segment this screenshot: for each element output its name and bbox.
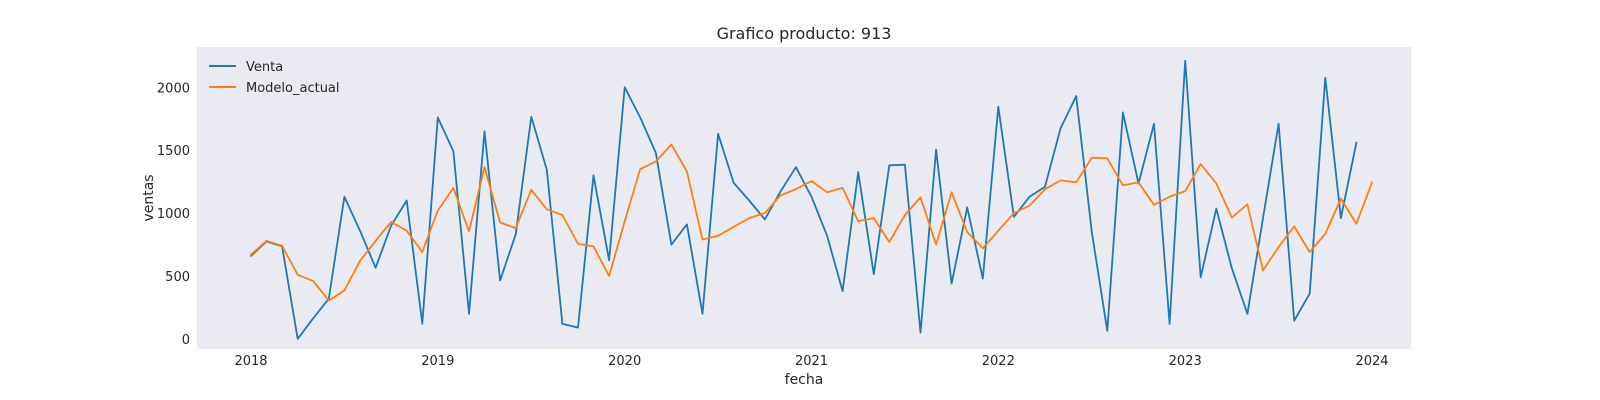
y-tick-label: 1000 xyxy=(157,207,190,222)
series-line-venta xyxy=(250,59,1358,340)
x-axis-label: fecha xyxy=(785,372,824,388)
y-tick-label: 0 xyxy=(182,333,190,348)
x-tick-label: 2021 xyxy=(795,354,828,369)
x-tick-label: 2020 xyxy=(608,354,641,369)
legend-label: Modelo_actual xyxy=(246,81,340,96)
y-tick-label: 2000 xyxy=(157,81,190,96)
x-tick-label: 2022 xyxy=(982,354,1015,369)
y-axis-label: ventas xyxy=(141,174,157,221)
y-tick-label: 1500 xyxy=(157,144,190,159)
y-axis-ticks: 0 500 1000 1500 2000 xyxy=(157,81,190,348)
series-layer xyxy=(250,59,1373,340)
y-tick-label: 500 xyxy=(165,270,190,285)
legend-label: Venta xyxy=(246,60,283,75)
x-tick-label: 2018 xyxy=(234,354,267,369)
plot-area xyxy=(197,47,1411,349)
legend: Venta Modelo_actual xyxy=(209,60,340,96)
x-tick-label: 2019 xyxy=(421,354,454,369)
x-tick-label: 2024 xyxy=(1355,354,1388,369)
x-tick-label: 2023 xyxy=(1169,354,1202,369)
chart-title: Grafico producto: 913 xyxy=(717,24,892,43)
series-line-modelo-actual xyxy=(250,143,1373,302)
x-axis-ticks: 2018 2019 2020 2021 2022 2023 2024 xyxy=(234,354,1388,369)
